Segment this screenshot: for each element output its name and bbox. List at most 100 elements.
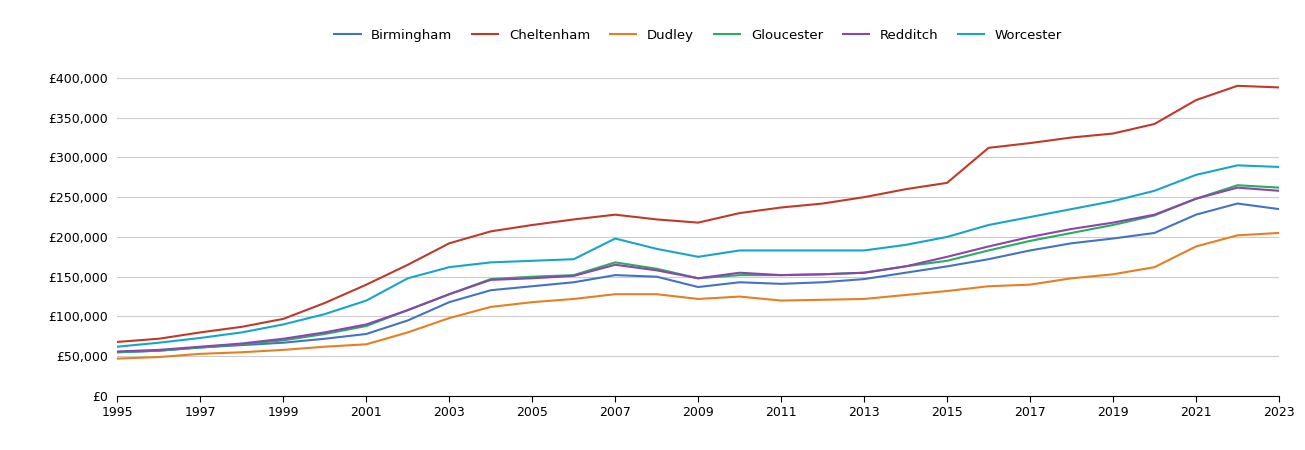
Worcester	[566, 256, 582, 262]
Worcester	[151, 340, 167, 346]
Redditch	[483, 277, 499, 283]
Gloucester	[690, 275, 706, 281]
Worcester	[1271, 164, 1287, 170]
Redditch	[856, 270, 872, 275]
Cheltenham	[607, 212, 622, 217]
Cheltenham	[275, 316, 291, 322]
Dudley	[898, 292, 913, 298]
Gloucester	[483, 276, 499, 282]
Birmingham	[1229, 201, 1245, 206]
Cheltenham	[399, 262, 415, 267]
Birmingham	[275, 340, 291, 346]
Cheltenham	[234, 324, 249, 329]
Dudley	[774, 298, 790, 303]
Redditch	[732, 270, 748, 275]
Gloucester	[399, 307, 415, 313]
Worcester	[110, 344, 125, 349]
Worcester	[981, 222, 997, 228]
Dudley	[399, 330, 415, 335]
Cheltenham	[483, 229, 499, 234]
Worcester	[898, 242, 913, 248]
Worcester	[1188, 172, 1203, 178]
Birmingham	[940, 264, 955, 269]
Dudley	[441, 315, 457, 321]
Gloucester	[359, 323, 375, 328]
Gloucester	[856, 270, 872, 275]
Gloucester	[607, 260, 622, 265]
Redditch	[898, 264, 913, 269]
Dudley	[940, 288, 955, 294]
Birmingham	[607, 272, 622, 278]
Worcester	[359, 298, 375, 303]
Cheltenham	[359, 282, 375, 288]
Gloucester	[940, 258, 955, 264]
Cheltenham	[1188, 98, 1203, 103]
Gloucester	[525, 274, 540, 279]
Cheltenham	[981, 145, 997, 151]
Cheltenham	[649, 217, 664, 222]
Birmingham	[1105, 236, 1121, 241]
Cheltenham	[898, 186, 913, 192]
Worcester	[732, 248, 748, 253]
Redditch	[110, 349, 125, 354]
Redditch	[649, 268, 664, 273]
Birmingham	[234, 342, 249, 348]
Dudley	[317, 344, 333, 349]
Gloucester	[1229, 183, 1245, 188]
Dudley	[234, 350, 249, 355]
Line: Gloucester: Gloucester	[117, 185, 1279, 352]
Gloucester	[110, 350, 125, 355]
Redditch	[317, 330, 333, 335]
Gloucester	[1271, 185, 1287, 190]
Worcester	[1105, 198, 1121, 204]
Worcester	[649, 246, 664, 252]
Line: Worcester: Worcester	[117, 165, 1279, 346]
Birmingham	[1188, 212, 1203, 217]
Cheltenham	[690, 220, 706, 225]
Dudley	[732, 294, 748, 299]
Redditch	[151, 347, 167, 352]
Dudley	[607, 292, 622, 297]
Dudley	[566, 296, 582, 302]
Legend: Birmingham, Cheltenham, Dudley, Gloucester, Redditch, Worcester: Birmingham, Cheltenham, Dudley, Gloucest…	[329, 23, 1067, 47]
Gloucester	[1147, 213, 1163, 218]
Gloucester	[234, 342, 249, 347]
Birmingham	[1147, 230, 1163, 236]
Redditch	[1188, 196, 1203, 202]
Gloucester	[566, 272, 582, 278]
Gloucester	[814, 272, 830, 277]
Birmingham	[774, 281, 790, 287]
Gloucester	[732, 272, 748, 278]
Cheltenham	[1105, 131, 1121, 136]
Worcester	[1229, 162, 1245, 168]
Redditch	[1271, 188, 1287, 194]
Cheltenham	[774, 205, 790, 210]
Gloucester	[898, 264, 913, 269]
Cheltenham	[525, 222, 540, 228]
Cheltenham	[1271, 85, 1287, 90]
Dudley	[110, 356, 125, 361]
Redditch	[193, 344, 209, 349]
Dudley	[814, 297, 830, 302]
Redditch	[275, 336, 291, 342]
Gloucester	[1188, 196, 1203, 202]
Birmingham	[814, 279, 830, 285]
Redditch	[814, 272, 830, 277]
Gloucester	[774, 272, 790, 278]
Cheltenham	[1147, 122, 1163, 127]
Birmingham	[1271, 207, 1287, 212]
Gloucester	[151, 348, 167, 353]
Redditch	[359, 322, 375, 327]
Birmingham	[566, 279, 582, 285]
Worcester	[234, 330, 249, 335]
Cheltenham	[1229, 83, 1245, 89]
Cheltenham	[193, 330, 209, 335]
Birmingham	[1064, 241, 1079, 246]
Cheltenham	[814, 201, 830, 206]
Redditch	[399, 307, 415, 313]
Birmingham	[525, 284, 540, 289]
Cheltenham	[856, 194, 872, 200]
Dudley	[275, 347, 291, 352]
Dudley	[359, 342, 375, 347]
Cheltenham	[566, 217, 582, 222]
